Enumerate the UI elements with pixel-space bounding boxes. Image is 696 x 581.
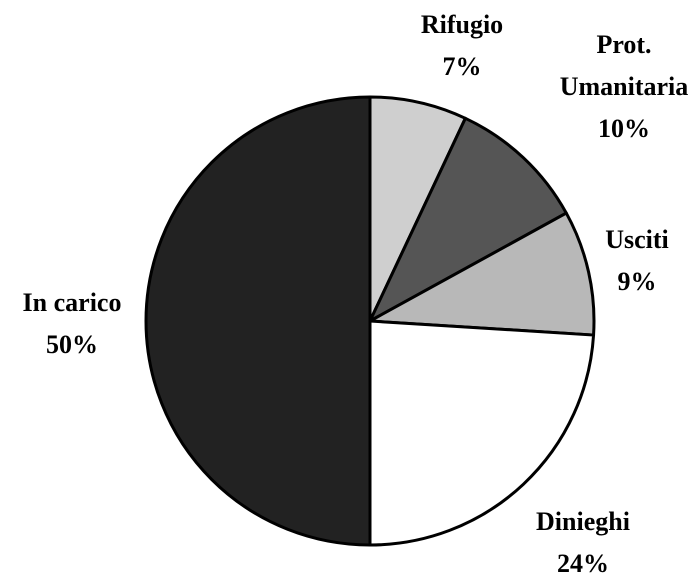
value-label: 50% <box>46 330 98 359</box>
category-name: In carico <box>22 288 122 317</box>
slice-label: Usciti 9% <box>567 219 696 303</box>
value-label: 10% <box>598 114 650 143</box>
category-name: Rifugio <box>420 10 504 39</box>
value-label: 7% <box>442 52 482 81</box>
pie-slice <box>144 95 372 547</box>
value-label: 24% <box>557 549 609 578</box>
slice-label: Prot. Umanitaria 10% <box>554 24 694 150</box>
slice-label: Rifugio 7% <box>392 4 532 88</box>
category-name: Usciti <box>605 225 669 254</box>
value-label: 9% <box>617 267 657 296</box>
slice-label: Dinieghi 24% <box>513 501 653 581</box>
pie-slice <box>368 319 596 547</box>
category-name: Dinieghi <box>536 507 630 536</box>
pie-slice <box>368 211 596 337</box>
pie-slice <box>368 116 568 323</box>
category-name: Prot. Umanitaria <box>559 30 689 101</box>
slice-label: In carico 50% <box>2 282 142 366</box>
